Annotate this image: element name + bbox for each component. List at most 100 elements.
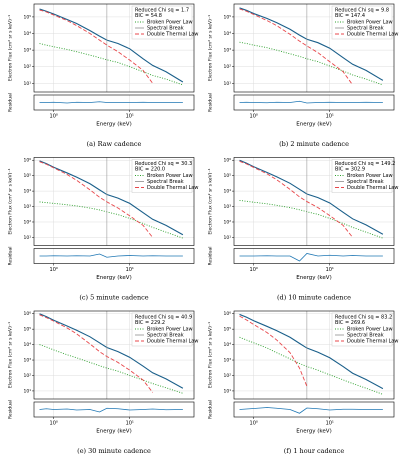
plot-frame [233, 157, 395, 246]
y-tick-label: 10³ [223, 358, 231, 364]
legend-label: Broken Power Law [347, 173, 393, 179]
plot-frame [33, 310, 195, 400]
residual-frame [233, 94, 395, 111]
series-line [239, 7, 384, 81]
y-tick-label: 10¹ [23, 81, 31, 87]
caption: (c) 5 minute cadence [79, 294, 148, 302]
annotation: Reduced Chi sq = 9.8 [335, 8, 389, 14]
legend-box [131, 159, 193, 193]
caption: (b) 2 minute cadence [279, 140, 349, 148]
legend-label: Double Thermal Law [147, 185, 198, 191]
residual-label: Residual [208, 246, 214, 265]
legend-label: Broken Power Law [147, 173, 193, 179]
series-line [239, 159, 384, 235]
y-tick-label: 10⁵ [223, 327, 231, 333]
y-axis-label: Electron Flux (cm² sr s keV)⁻¹ [8, 322, 14, 388]
annotation: BIC = 147.4 [335, 13, 365, 19]
x-tick-label: 10¹ [126, 421, 134, 427]
residual-label: Residual [8, 93, 14, 112]
series-line [239, 199, 384, 239]
legend-label: Double Thermal Law [147, 32, 198, 38]
y-tick-label: 10³ [23, 358, 31, 364]
legend-label: Double Thermal Law [347, 32, 398, 38]
y-tick-label: 10⁶ [23, 158, 31, 164]
legend-label: Broken Power Law [347, 20, 393, 26]
annotation: Reduced Chi sq = 40.9 [135, 315, 192, 321]
legend-label: Spectral Break [147, 179, 184, 185]
series-line [39, 161, 153, 238]
series-line [39, 314, 153, 393]
x-axis-label: Energy (keV) [96, 122, 131, 128]
annotation: BIC = 220.0 [135, 167, 165, 173]
residual-label: Residual [208, 400, 214, 419]
legend-label: Double Thermal Law [147, 339, 198, 345]
series-line [39, 313, 184, 389]
x-axis-label: Energy (keV) [296, 122, 331, 128]
y-tick-label: 10⁵ [23, 173, 31, 179]
y-tick-label: 10³ [223, 204, 231, 210]
y-tick-label: 10⁴ [223, 189, 231, 195]
series-line [39, 8, 184, 83]
x-tick-label: 10⁰ [250, 114, 258, 120]
plot-frame [33, 3, 195, 93]
y-axis-label: Electron Flux (cm² sr s keV)⁻¹ [208, 168, 214, 234]
residual-label: Residual [8, 246, 14, 265]
y-axis-label: Electron Flux (cm² sr s keV)⁻¹ [208, 322, 214, 388]
residual-line [39, 407, 183, 413]
y-tick-label: 10⁴ [223, 342, 231, 348]
x-tick-label: 10⁰ [50, 421, 58, 427]
y-tick-label: 10¹ [223, 388, 231, 394]
y-tick-label: 10⁴ [23, 342, 31, 348]
y-tick-label: 10⁴ [23, 189, 31, 195]
caption: (a) Raw cadence [87, 140, 142, 148]
x-tick-label: 10⁰ [50, 267, 58, 273]
series-line [39, 160, 184, 236]
x-tick-label: 10⁰ [50, 114, 58, 120]
residual-label: Residual [208, 93, 214, 112]
annotation: Reduced Chi sq = 149.2 [335, 161, 395, 167]
y-tick-label: 10² [223, 64, 231, 70]
legend-label: Spectral Break [347, 179, 384, 185]
y-tick-label: 10² [23, 64, 31, 70]
legend-label: Spectral Break [147, 26, 184, 32]
legend-label: Double Thermal Law [347, 339, 398, 345]
series-line [39, 9, 154, 84]
y-tick-label: 10² [23, 219, 31, 225]
legend-box [131, 312, 193, 347]
legend-label: Spectral Break [347, 26, 384, 32]
y-tick-label: 10⁵ [23, 327, 31, 333]
y-tick-label: 10² [23, 373, 31, 379]
residual-frame [33, 94, 195, 111]
legend-label: Spectral Break [347, 333, 384, 339]
series-line [239, 160, 353, 238]
y-tick-label: 10³ [223, 48, 231, 54]
annotation: Reduced Chi sq = 30.3 [135, 161, 192, 167]
x-tick-label: 10¹ [326, 114, 334, 120]
residual-frame [33, 248, 195, 264]
y-tick-label: 10² [223, 373, 231, 379]
legend-box [331, 5, 393, 40]
y-tick-label: 10⁵ [223, 14, 231, 20]
x-tick-label: 10⁰ [250, 267, 258, 273]
series-line [39, 43, 184, 86]
x-tick-label: 10¹ [126, 267, 134, 273]
annotation: BIC = 269.6 [335, 320, 365, 326]
annotation: BIC = 302.9 [335, 167, 365, 173]
series-line [239, 41, 384, 86]
legend-label: Broken Power Law [147, 327, 193, 333]
x-axis-label: Energy (keV) [96, 275, 131, 281]
y-tick-label: 10¹ [23, 235, 31, 241]
y-axis-label: Electron Flux (cm² sr s keV)⁻¹ [8, 15, 14, 81]
legend-box [131, 5, 193, 40]
y-tick-label: 10⁶ [223, 158, 231, 164]
caption: (d) 10 minute cadence [277, 294, 351, 302]
y-tick-label: 10³ [23, 204, 31, 210]
legend-label: Broken Power Law [147, 20, 193, 26]
annotation: BIC = 54.8 [135, 13, 162, 19]
series-line [239, 315, 308, 387]
legend-label: Double Thermal Law [347, 185, 398, 191]
y-tick-label: 10¹ [23, 388, 31, 394]
residual-line [39, 253, 183, 258]
